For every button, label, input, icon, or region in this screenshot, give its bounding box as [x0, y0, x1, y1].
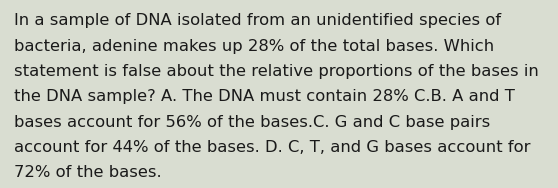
Text: In a sample of DNA isolated from an unidentified species of: In a sample of DNA isolated from an unid…: [14, 13, 501, 28]
Text: statement is false about the relative proportions of the bases in: statement is false about the relative pr…: [14, 64, 538, 79]
Text: the DNA sample? A. The DNA must contain 28% C.B. A and T: the DNA sample? A. The DNA must contain …: [14, 89, 515, 104]
Text: bacteria, adenine makes up 28% of the total bases. Which: bacteria, adenine makes up 28% of the to…: [14, 39, 494, 54]
Text: account for 44% of the bases. D. C, T, and G bases account for: account for 44% of the bases. D. C, T, a…: [14, 140, 531, 155]
Text: bases account for 56% of the bases.C. G and C base pairs: bases account for 56% of the bases.C. G …: [14, 115, 490, 130]
Text: 72% of the bases.: 72% of the bases.: [14, 165, 162, 180]
